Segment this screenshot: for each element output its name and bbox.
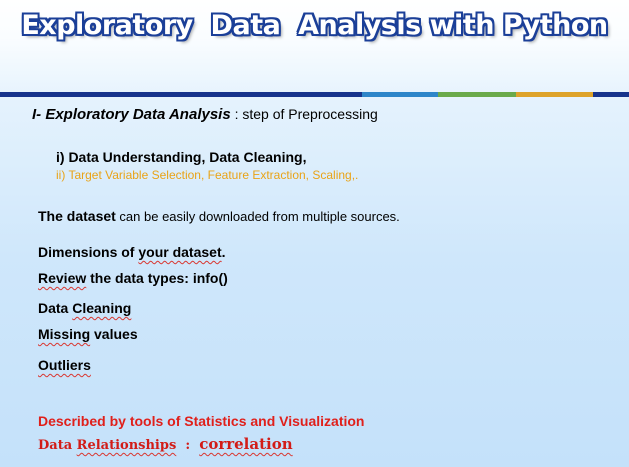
title-rule-green bbox=[438, 92, 516, 97]
missing-line: Missing values bbox=[38, 326, 138, 342]
outliers-line: Outliers bbox=[38, 357, 91, 373]
relationships-text-d: correlation bbox=[199, 435, 293, 453]
cleaning-text-a: Data bbox=[38, 300, 73, 316]
described-line: Described by tools of Statistics and Vis… bbox=[38, 413, 365, 429]
title-rule-navy-end bbox=[593, 92, 629, 97]
dimensions-text-a: Dimensions of bbox=[38, 244, 139, 260]
relationships-text-c: : bbox=[176, 438, 200, 453]
missing-text-a: Missing bbox=[38, 326, 91, 342]
relationships-text-b: Relationships bbox=[76, 438, 177, 453]
section-heading-suffix: : step of Preprocessing bbox=[230, 106, 378, 122]
dataset-rest: can be easily downloaded from multiple s… bbox=[115, 209, 400, 224]
review-line: Review the data types: info() bbox=[38, 270, 228, 286]
dataset-bold: The dataset bbox=[38, 208, 116, 224]
title-rule-blue bbox=[362, 92, 438, 97]
dimensions-text-c: . bbox=[221, 244, 226, 260]
title-rule-gold bbox=[516, 92, 593, 97]
dimensions-text-b: your dataset bbox=[138, 244, 222, 260]
section-heading-label: I- Exploratory Data Analysis bbox=[32, 106, 231, 123]
missing-text-b: values bbox=[90, 326, 138, 342]
slide-title: Exploratory Data Analysis with Python bbox=[21, 10, 608, 41]
section-heading: I- Exploratory Data Analysis : step of P… bbox=[32, 106, 378, 123]
relationships-line: Data Relationships : correlation bbox=[38, 435, 293, 453]
cleaning-text-b: Cleaning bbox=[72, 300, 132, 316]
relationships-text-a: Data bbox=[38, 438, 77, 453]
title-rule-navy bbox=[0, 92, 362, 97]
dimensions-line: Dimensions of your dataset. bbox=[38, 244, 226, 260]
step-line-1: i) Data Understanding, Data Cleaning, bbox=[56, 149, 307, 165]
dataset-line: The dataset can be easily downloaded fro… bbox=[38, 208, 400, 224]
outliers-text: Outliers bbox=[38, 357, 91, 373]
step-line-2: ii) Target Variable Selection, Feature E… bbox=[56, 168, 359, 182]
review-text-a: Review bbox=[38, 270, 87, 286]
cleaning-line: Data Cleaning bbox=[38, 300, 131, 316]
review-text-b: the data types: info() bbox=[86, 270, 228, 286]
